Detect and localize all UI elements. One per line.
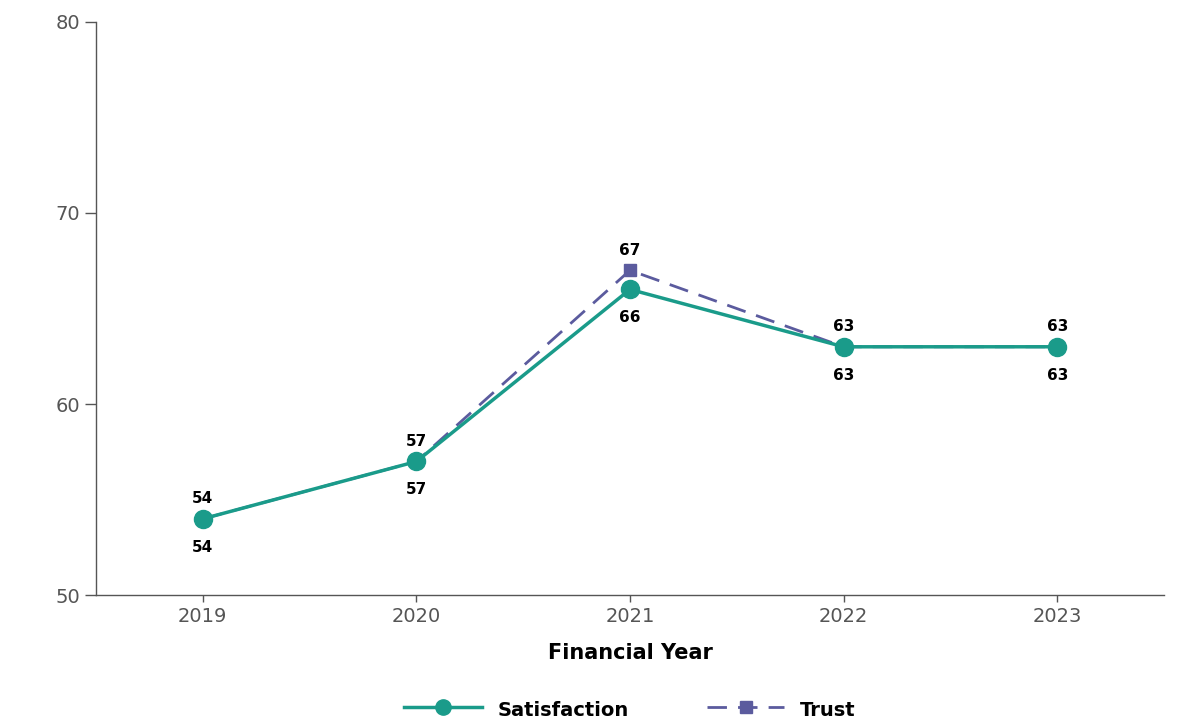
- Text: 67: 67: [619, 242, 641, 258]
- Text: 63: 63: [1046, 319, 1068, 334]
- Satisfaction: [836, 343, 851, 351]
- Text: 63: 63: [1046, 367, 1068, 383]
- Satisfaction: [623, 285, 637, 294]
- X-axis label: Financial Year: Financial Year: [547, 643, 713, 663]
- Trust: [196, 515, 210, 523]
- Legend: Satisfaction, Trust: Satisfaction, Trust: [396, 690, 864, 726]
- Text: 54: 54: [192, 492, 214, 506]
- Trust: [409, 457, 424, 466]
- Text: 57: 57: [406, 434, 427, 449]
- Text: 57: 57: [406, 482, 427, 497]
- Satisfaction: [1050, 343, 1064, 351]
- Line: Satisfaction: Satisfaction: [193, 280, 1067, 528]
- Satisfaction: [409, 457, 424, 466]
- Text: 63: 63: [833, 367, 854, 383]
- Trust: [836, 343, 851, 351]
- Text: 63: 63: [833, 319, 854, 334]
- Line: Trust: Trust: [197, 264, 1063, 525]
- Satisfaction: [196, 515, 210, 523]
- Trust: [1050, 343, 1064, 351]
- Text: 54: 54: [192, 539, 214, 555]
- Trust: [623, 266, 637, 274]
- Text: 66: 66: [619, 310, 641, 325]
